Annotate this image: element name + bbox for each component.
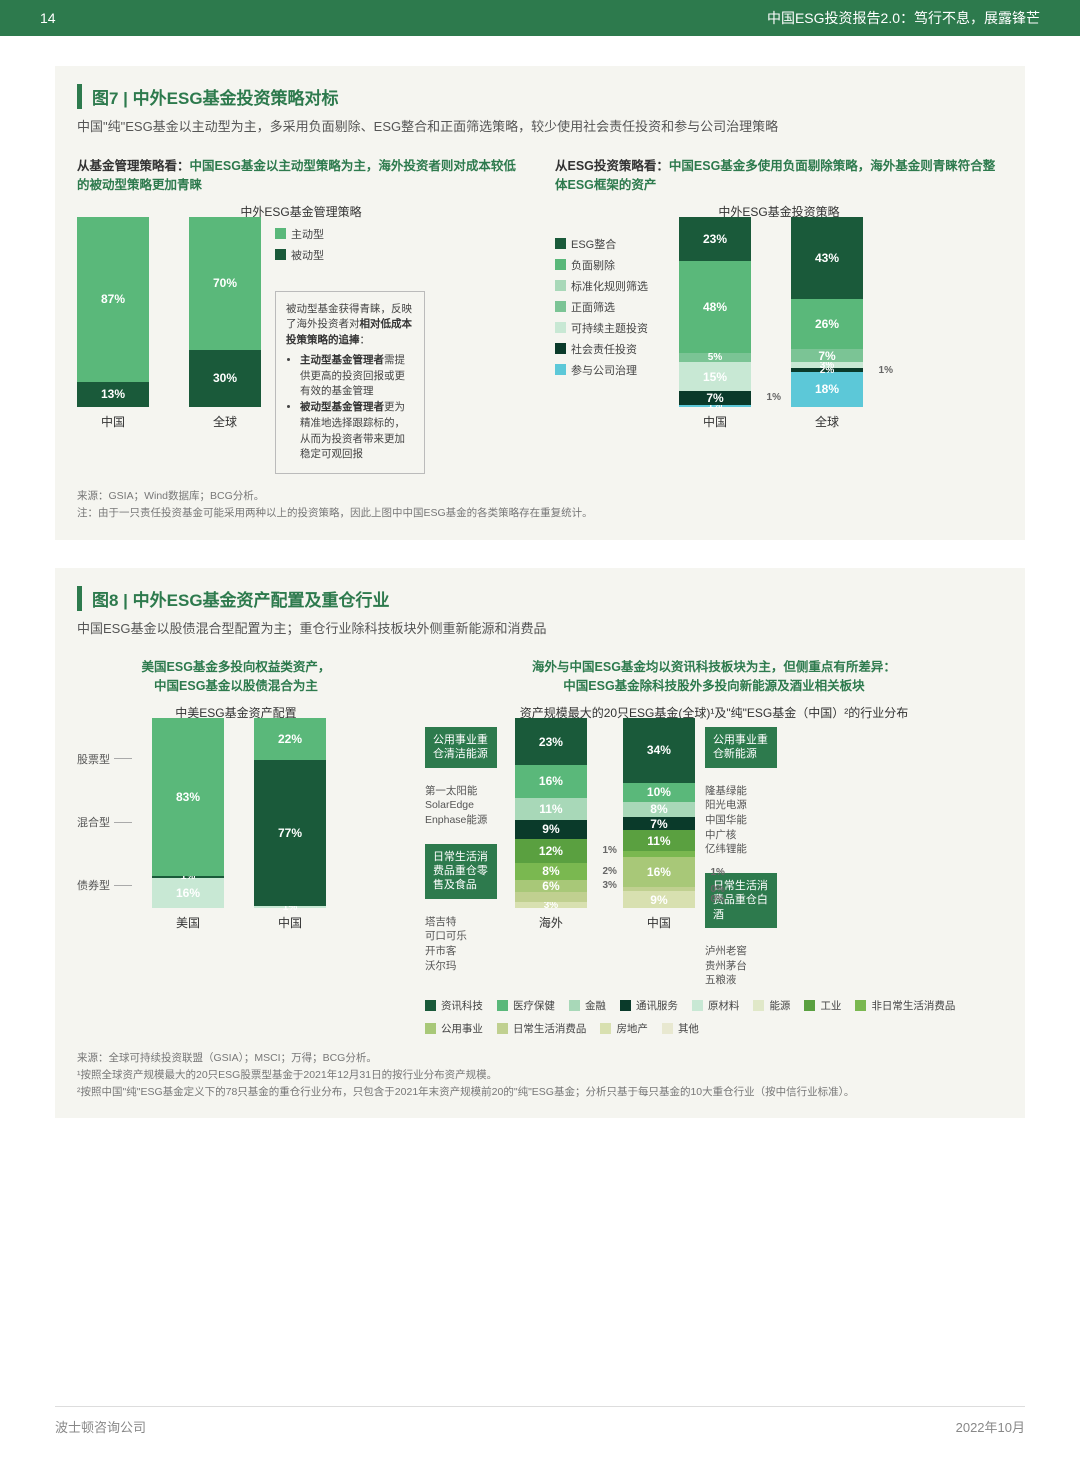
- fig7-subtitle: 中国"纯"ESG基金以主动型为主，多采用负面剔除、ESG整合和正面筛选策略，较少…: [77, 117, 1003, 137]
- fig7-title: 图7 | 中外ESG基金投资策略对标: [92, 84, 1003, 109]
- fig8-title: 图8 | 中外ESG基金资产配置及重仓行业: [92, 586, 1003, 611]
- fig7-right-head: 从ESG投资策略看：中国ESG基金多使用负面剔除策略，海外基金则青睐符合整体ES…: [555, 155, 1003, 193]
- callout-left-2: 日常生活消费品重仓零售及食品: [425, 844, 497, 899]
- fig7-left-head: 从基金管理策略看：中国ESG基金以主动型策略为主，海外投资者则对成本较低的被动型…: [77, 155, 525, 193]
- fig8-right-chart-title: 资产规模最大的20只ESG基金(全球)¹及"纯"ESG基金（中国）²的行业分布: [425, 704, 1003, 721]
- fig8-left-chart-title: 中美ESG基金资产配置: [77, 704, 395, 721]
- figure-8: 图8 | 中外ESG基金资产配置及重仓行业 中国ESG基金以股债混合型配置为主；…: [55, 568, 1025, 1119]
- footer-date: 2022年10月: [956, 1417, 1025, 1436]
- footer-company: 波士顿咨询公司: [55, 1417, 146, 1436]
- fig7-source: 来源：GSIA；Wind数据库；BCG分析。注：由于一只责任投资基金可能采用两种…: [77, 488, 1003, 522]
- fig8-left-categories: 股票型混合型债券型: [77, 727, 138, 917]
- page-number: 14: [40, 10, 100, 26]
- fig8-left-chart: 16%1%83%美国1%77%22%中国: [152, 727, 326, 937]
- footer: 波士顿咨询公司 2022年10月: [55, 1406, 1025, 1436]
- figure-7: 图7 | 中外ESG基金投资策略对标 中国"纯"ESG基金以主动型为主，多采用负…: [55, 66, 1025, 540]
- fig8-right-legend: 资讯科技医疗保健金融通讯服务原材料能源工业非日常生活消费品公用事业日常生活消费品…: [425, 998, 1003, 1036]
- fig8-subtitle: 中国ESG基金以股债混合型配置为主；重仓行业除科技板块外侧重新能源和消费品: [77, 619, 1003, 639]
- fig8-right-chart: 3%6%3%8%2%12%1%9%11%16%23%海外9%0%0%16%1%1…: [515, 727, 695, 937]
- doc-title: 中国ESG投资报告2.0：笃行不息，展露锋芒: [100, 8, 1040, 28]
- callout-right-1: 公用事业重仓新能源: [705, 727, 777, 768]
- fig8-right-head: 海外与中国ESG基金均以资讯科技板块为主，但侧重点有所差异：中国ESG基金除科技…: [425, 656, 1003, 694]
- fig8-left-head: 美国ESG基金多投向权益类资产，中国ESG基金以股债混合为主: [77, 656, 395, 694]
- callout-left-1: 公用事业重仓清洁能源: [425, 727, 497, 768]
- fig7-left-chart: 13%87%中国30%70%全球: [77, 226, 261, 436]
- fig7-left-legend: 主动型被动型: [275, 226, 425, 263]
- header-bar: 14 中国ESG投资报告2.0：笃行不息，展露锋芒: [0, 0, 1080, 36]
- fig7-right-chart: 1%7%1%15%5%48%23%中国18%2%1%3%7%26%43%全球: [679, 226, 863, 436]
- fig7-note-box: 被动型基金获得青睐，反映了海外投资者对相对低成本投策策略的追捧： 主动型基金管理…: [275, 291, 425, 475]
- fig8-source: 来源：全球可持续投资联盟（GSIA）；MSCI；万得；BCG分析。¹按照全球资产…: [77, 1050, 1003, 1100]
- fig7-right-legend: ESG整合负面剔除标准化规则筛选正面筛选可持续主题投资社会责任投资参与公司治理: [555, 236, 665, 378]
- fig7-right-chart-title: 中外ESG基金投资策略: [555, 203, 1003, 220]
